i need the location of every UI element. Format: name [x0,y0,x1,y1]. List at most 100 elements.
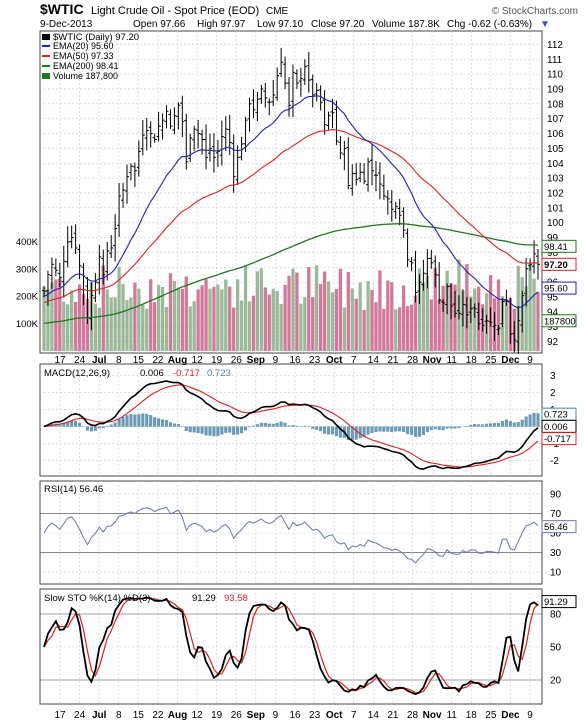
volume-bar [153,302,157,351]
rsi-tick-label: 70 [550,509,562,520]
price-tick-label: 93 [547,322,559,333]
volume-bar [374,302,378,351]
macd-histogram-bar [311,426,315,429]
macd-histogram-bar [228,426,232,433]
x-tick-label-bottom: 25 [485,710,497,721]
sto-tick-label: 50 [550,643,562,654]
macd-histogram-bar [97,426,101,429]
x-tick-label-top: Oct [326,355,343,366]
volume-bar [117,266,121,351]
macd-histogram-bar [492,423,497,427]
macd-histogram-bar [532,412,536,427]
x-tick-label-top: 14 [368,355,380,366]
sto-tick-label: 80 [550,610,562,621]
symbol-label: $WTIC [40,1,84,17]
volume-bar [342,307,346,351]
volume-bar [322,271,327,351]
macd-tick-label: -2 [550,456,559,467]
macd-histogram-bar [77,422,82,427]
volume-bar [66,304,70,351]
macd-histogram-bar [192,426,196,433]
macd-histogram-bar [101,426,105,429]
macd-histogram-bar [172,423,176,427]
macd-histogram-bar [465,426,469,427]
price-value-tag-label: 97.20 [544,260,568,271]
macd-histogram-bar [536,413,540,427]
macd-histogram-bar [350,426,354,441]
macd-histogram-bar [157,418,161,427]
macd-line [43,380,539,470]
x-tick-label-bottom: Dec [501,710,520,721]
macd-histogram-bar [113,422,117,427]
brand-label: © StockCharts.com [492,6,578,17]
x-tick-label-bottom: 7 [351,710,357,721]
volume-bar [109,297,113,351]
macd-histogram-bar [346,426,350,441]
x-tick-label-bottom: 11 [446,710,457,721]
x-tick-label-top: 8 [116,355,122,366]
price-tick-label: 108 [547,99,564,110]
volume-bar [263,287,267,351]
macd-histogram-bar [243,426,248,431]
x-tick-label-top: 9 [527,355,533,366]
volume-bar [433,268,437,351]
rsi-tick-label: 90 [550,489,562,500]
macd-histogram-bar [220,426,224,435]
macd-histogram-bar [303,425,307,427]
volume-bar [441,285,445,351]
macd-value-tag [541,432,577,446]
volume-bar [46,289,50,351]
macd-histogram-bar [204,426,208,436]
x-tick-label-top: Nov [423,355,442,366]
volume-bar [394,309,398,351]
macd-histogram-bar [133,414,137,427]
volume-bar [172,280,177,351]
macd-histogram-bar [287,425,291,427]
price-tick-label: 92 [547,337,559,348]
volume-bar [279,304,283,351]
macd-histogram-bar [496,423,501,427]
macd-histogram-bar [176,424,180,427]
volume-bar [121,284,125,351]
macd-histogram-bar [149,415,153,427]
macd-histogram-bar [129,414,133,427]
x-tick-label-bottom: 22 [152,710,164,721]
volume-bar [405,306,410,351]
price-tick-label: 101 [547,203,564,214]
volume-bar [243,265,248,351]
x-tick-label-top: 18 [466,355,478,366]
macd-histogram-bar [500,420,505,427]
volume-bar [224,279,228,351]
x-tick-label-top: 16 [289,355,301,366]
macd-histogram-bar [417,426,422,437]
volume-bar [437,299,441,351]
macd-value-tag-label: -0.717 [544,434,571,445]
macd-histogram-bar [271,423,275,427]
macd-histogram-bar [378,426,382,432]
volume-bar [168,273,173,351]
x-tick-label-bottom: 21 [387,710,399,721]
macd-histogram-bar [489,423,493,427]
description-label: Light Crude Oil - Spot Price (EOD) [91,5,259,17]
volume-label: Volume 187.8K [372,19,440,30]
axis-labels: 17 17 24 24 Jul Jul 8 8 15 15 22 22 Aug Aug 12 12 19 19 26… [16,40,577,721]
volume-bar [453,284,457,351]
macd-histogram-bar [283,422,287,427]
price-tick-label: 109 [547,84,564,95]
volume-bar [137,288,141,351]
macd-histogram-bar [81,426,86,427]
macd-tick-label: 3 [550,371,556,382]
volume-bar [354,298,358,351]
price-tick-label: 103 [547,174,564,185]
macd-signal-value: -0.717 [173,368,200,379]
macd-value: 0.006 [140,368,164,379]
x-tick-label-top: 28 [407,355,419,366]
macd-histogram-bar [437,426,441,430]
volume-bar [50,282,54,351]
macd-histogram-bar [212,426,216,437]
macd-histogram-bar [85,426,90,431]
rsi-panel [39,480,543,585]
macd-histogram-bar [247,426,252,428]
chg-down-arrow-icon: ▼ [540,19,550,30]
sto-k-line [43,596,539,696]
